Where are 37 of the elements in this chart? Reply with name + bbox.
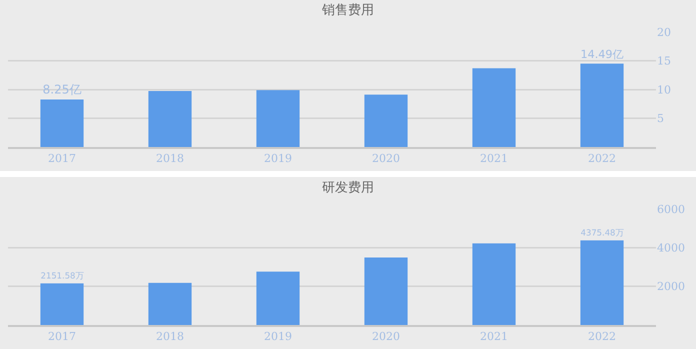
x-tick-label: 2017 (48, 330, 76, 344)
data-label: 14.49亿 (580, 48, 624, 61)
bar (580, 64, 624, 147)
bar (40, 100, 84, 147)
x-tick-label: 2020 (372, 152, 400, 166)
x-tick-label: 2021 (480, 152, 508, 166)
bar (148, 90, 192, 147)
data-label: 8.25亿 (42, 82, 82, 97)
data-label: 2151.58万 (40, 270, 84, 280)
y-tick-label: 2000 (657, 280, 685, 294)
bar (256, 90, 300, 147)
x-tick-label: 2017 (48, 152, 76, 166)
x-tick-label: 2018 (156, 152, 184, 166)
bar (472, 68, 516, 147)
x-tick-label: 2020 (372, 330, 400, 344)
y-tick-label: 5 (657, 112, 664, 126)
y-tick-label: 10 (657, 83, 671, 96)
x-tick-label: 2022 (588, 330, 616, 344)
x-tick-label: 2022 (588, 152, 616, 166)
bar (364, 94, 408, 147)
chart-title: 销售费用 (321, 3, 374, 18)
y-tick-label: 4000 (657, 242, 685, 255)
bar (580, 240, 624, 325)
x-tick-label: 2019 (264, 330, 292, 344)
bar (472, 243, 516, 325)
bar (148, 282, 192, 325)
chart-title: 研发费用 (322, 180, 374, 196)
y-tick-label: 15 (657, 54, 671, 68)
x-tick-label: 2021 (480, 330, 508, 344)
data-label: 4375.48万 (580, 227, 624, 238)
bar (256, 272, 300, 325)
x-tick-label: 2019 (264, 152, 292, 166)
bar (40, 283, 84, 325)
y-tick-label: 20 (657, 26, 671, 39)
x-tick-label: 2018 (156, 330, 184, 344)
bar (364, 258, 408, 325)
y-tick-label: 6000 (657, 202, 685, 216)
